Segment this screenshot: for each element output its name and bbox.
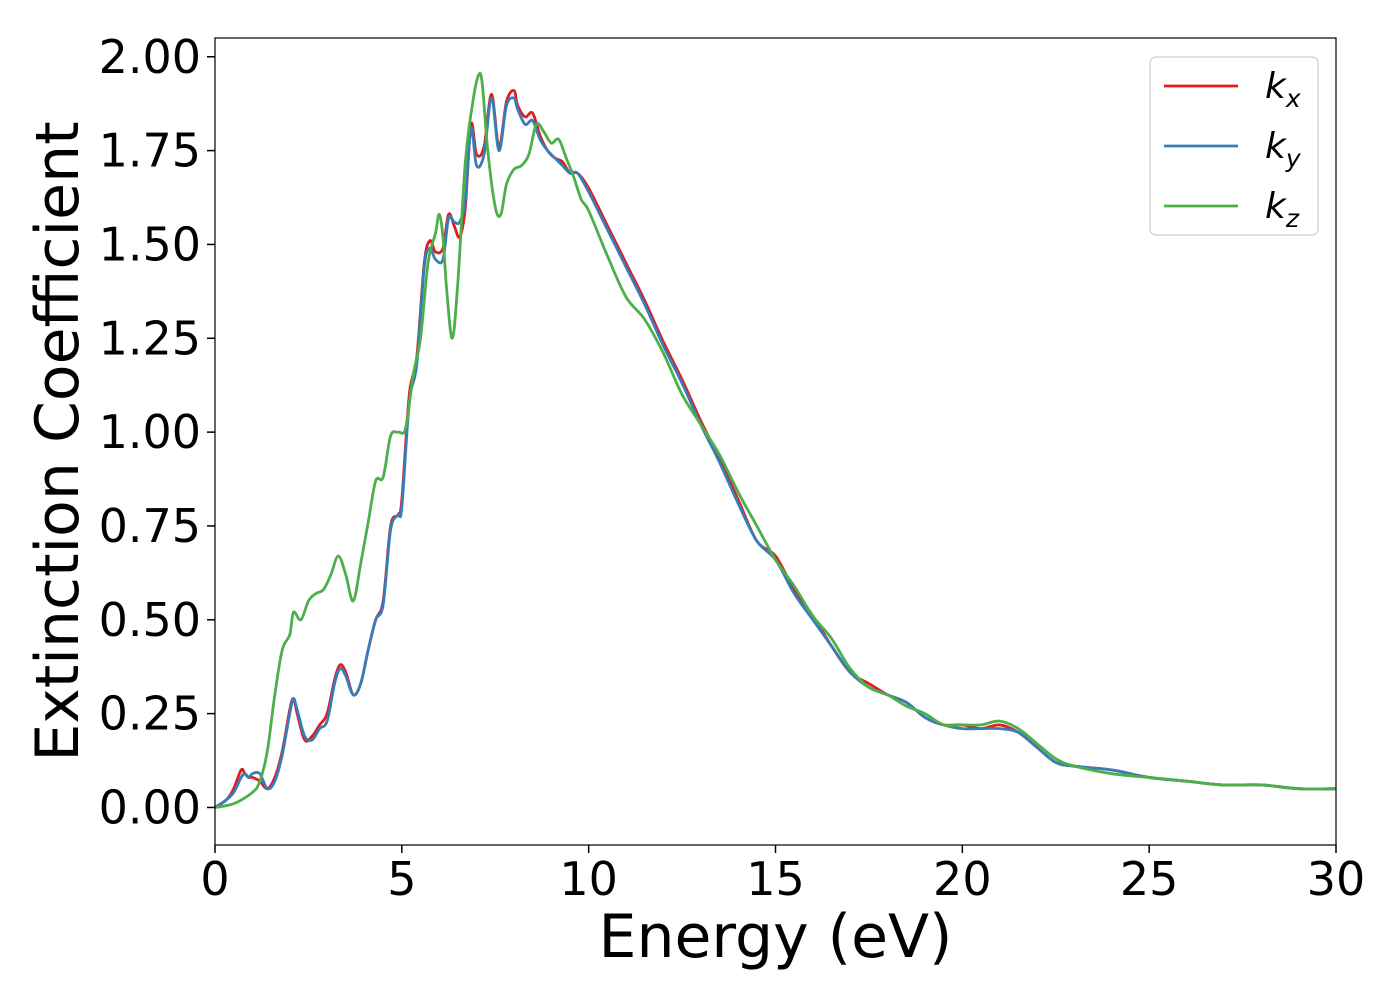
y-tick-label: 1.00 — [99, 405, 201, 459]
y-axis: 0.00 0.25 0.50 0.75 1.00 1.25 1.50 1.75 2.00 — [99, 30, 215, 834]
y-tick-label: 0.25 — [99, 687, 201, 741]
y-tick-label: 1.50 — [99, 217, 201, 271]
legend-label-base: k — [1265, 186, 1288, 227]
x-tick-label: 20 — [933, 852, 992, 906]
y-tick-label: 0.75 — [99, 499, 201, 553]
series-line-ky — [214, 96, 1337, 809]
y-tick-label: 1.25 — [99, 311, 201, 365]
legend-label-kx: kx — [1265, 66, 1301, 113]
x-tick-label: 10 — [559, 852, 618, 906]
legend-label-base: k — [1265, 126, 1288, 167]
x-tick-label: 15 — [746, 852, 805, 906]
legend-label-ky: ky — [1265, 126, 1302, 173]
series-line-kz — [214, 71, 1337, 809]
legend-label-kz: kz — [1265, 186, 1300, 233]
y-tick-label: 0.50 — [99, 593, 201, 647]
series-layer — [214, 71, 1337, 809]
x-axis-title: Energy (eV) — [599, 902, 953, 972]
y-tick-label: 2.00 — [99, 30, 201, 84]
x-tick-label: 5 — [387, 852, 416, 906]
legend-label-base: k — [1265, 66, 1288, 107]
y-tick-label: 0.00 — [99, 780, 201, 834]
x-axis: 0 5 10 15 20 25 30 — [200, 845, 1365, 906]
y-axis-title: Extinction Coefficient — [23, 121, 93, 761]
legend-label-subscript: z — [1285, 204, 1300, 233]
y-tick-label: 1.75 — [99, 124, 201, 178]
legend-label-subscript: y — [1285, 144, 1302, 173]
x-tick-label: 0 — [200, 852, 229, 906]
x-tick-label: 30 — [1307, 852, 1366, 906]
legend-label-subscript: x — [1285, 84, 1301, 113]
x-tick-label: 25 — [1120, 852, 1179, 906]
